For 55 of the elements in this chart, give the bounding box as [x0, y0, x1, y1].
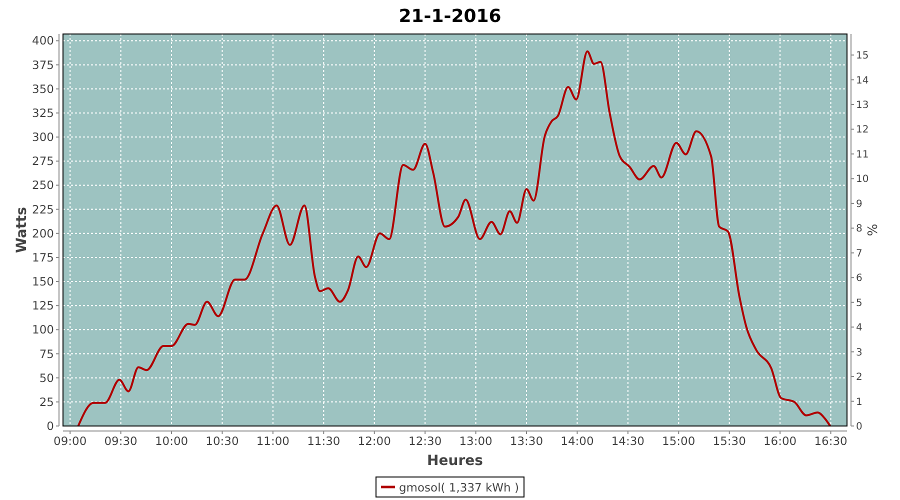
- legend-label: gmosol( 1,337 kWh ): [399, 480, 519, 494]
- y2-tick-label: 0: [856, 422, 862, 432]
- y-tick-label: 125: [32, 298, 54, 313]
- y-tick-label: 400: [32, 34, 54, 48]
- y-tick-label: 325: [32, 106, 54, 120]
- x-tick-label: 15:30: [712, 434, 746, 448]
- y-tick-label: 100: [32, 322, 54, 337]
- y-tick-label: 200: [32, 226, 54, 240]
- y2-tick-label: 9: [856, 198, 862, 210]
- x-tick-label: 10:30: [206, 434, 239, 448]
- y2-tick-label: 8: [856, 224, 862, 235]
- x-tick-label: 10:00: [154, 434, 188, 448]
- y2-tick-label: 6: [856, 273, 862, 284]
- x-tick-label: 13:00: [459, 434, 492, 448]
- y2-tick-label: 10: [856, 174, 869, 186]
- y-tick-label: 375: [32, 58, 54, 72]
- x-tick-label: 09:00: [54, 434, 87, 448]
- y2-tick-label: 14: [856, 75, 869, 86]
- x-tick-label: 16:00: [763, 434, 797, 448]
- x-tick-label: 13:30: [510, 434, 544, 448]
- y-tick-label: 225: [32, 202, 54, 216]
- y-tick-label: 150: [32, 274, 54, 289]
- y-tick-label: 25: [39, 394, 54, 409]
- x-tick-label: 12:30: [408, 434, 442, 448]
- y-axis-title: Watts: [14, 206, 30, 254]
- y-tick-label: 0: [46, 419, 54, 433]
- y-tick-label: 300: [32, 130, 54, 144]
- chart-title: 21-1-2016: [398, 6, 502, 27]
- y-tick-label: 275: [32, 154, 54, 168]
- y2-tick-label: 11: [856, 149, 869, 160]
- x-tick-label: 12:00: [358, 434, 391, 448]
- x-tick-label: 16:30: [814, 434, 848, 448]
- x-axis-title: Heures: [427, 453, 483, 469]
- y-tick-label: 75: [39, 346, 54, 361]
- y-tick-label: 350: [32, 82, 54, 96]
- y-tick-label: 50: [39, 370, 54, 385]
- y2-tick-label: 15: [856, 50, 869, 62]
- y2-tick-label: 5: [856, 298, 862, 309]
- y2-tick-label: 3: [856, 347, 862, 358]
- x-tick-label: 11:30: [307, 434, 340, 448]
- x-tick-label: 14:00: [560, 434, 594, 448]
- y2-tick-label: 2: [856, 372, 862, 384]
- y2-tick-label: 4: [856, 322, 862, 334]
- x-tick-label: 09:30: [104, 434, 138, 448]
- y2-axis-title: %: [866, 224, 881, 236]
- y2-tick-label: 12: [856, 124, 869, 136]
- x-tick-label: 15:00: [662, 434, 696, 448]
- y2-tick-label: 13: [856, 100, 869, 111]
- x-tick-label: 11:00: [256, 434, 290, 448]
- line-series: [77, 50, 832, 427]
- x-tick-label: 14:30: [611, 434, 645, 448]
- y-tick-label: 175: [32, 250, 54, 264]
- y2-tick-label: 1: [856, 396, 862, 408]
- y-tick-label: 250: [32, 178, 54, 192]
- y2-tick-label: 7: [856, 248, 862, 260]
